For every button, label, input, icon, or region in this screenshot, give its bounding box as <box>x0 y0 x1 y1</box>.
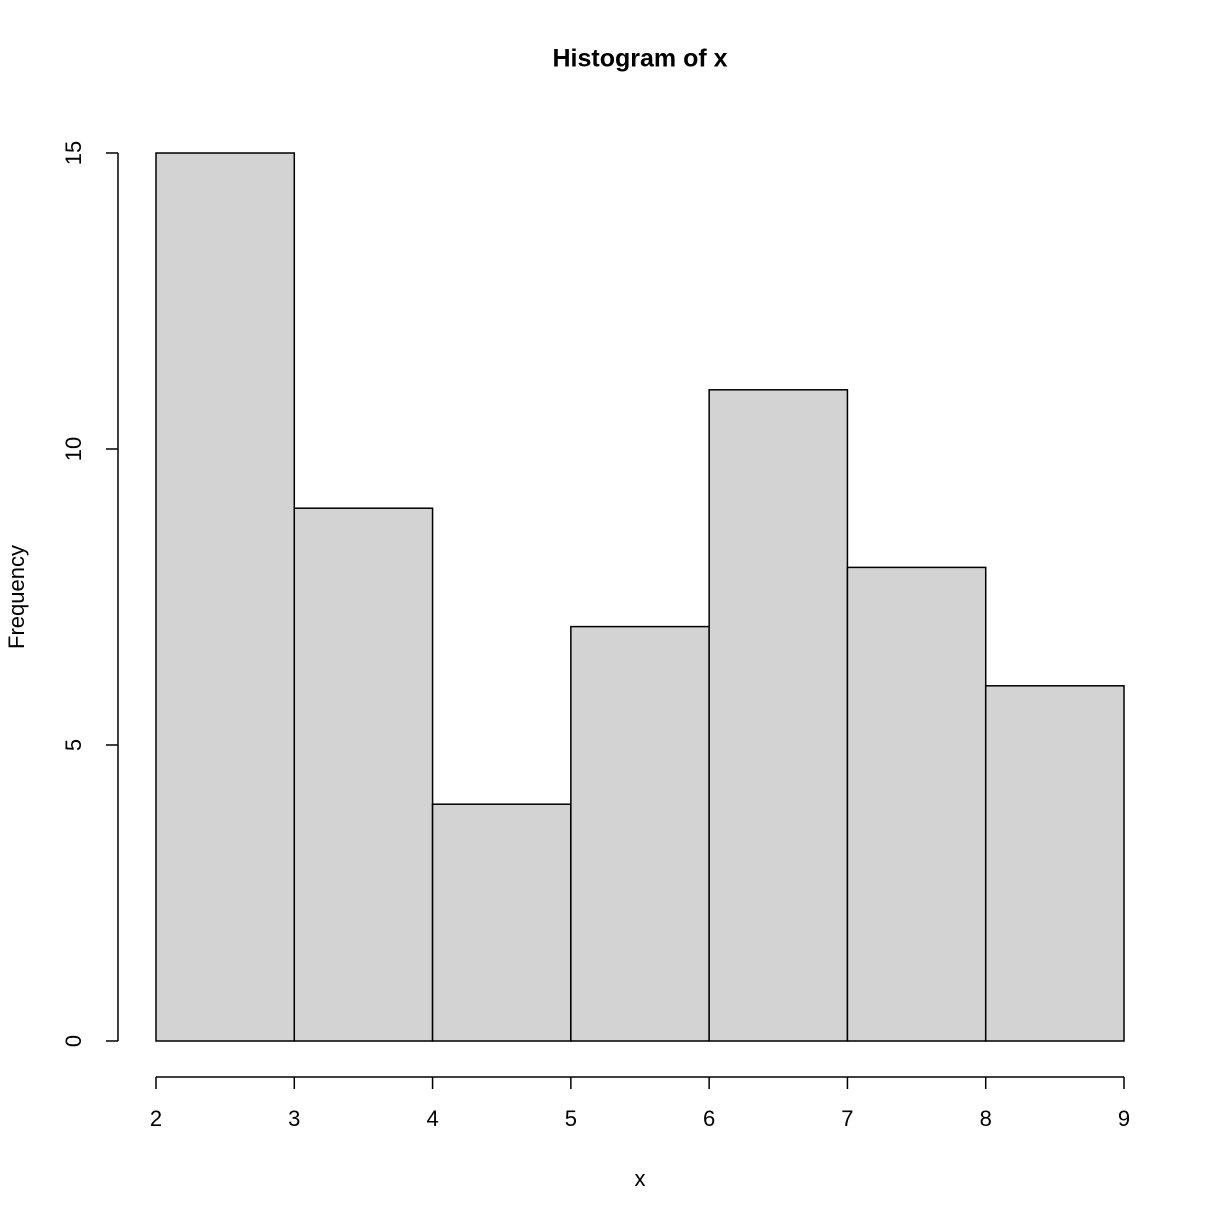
chart-title: Histogram of x <box>552 45 727 73</box>
bar <box>293 507 434 1042</box>
x-tick-label: 6 <box>703 1106 715 1131</box>
x-tick-label: 7 <box>841 1106 853 1131</box>
bar <box>846 566 987 1042</box>
x-axis-label: x <box>635 1166 646 1191</box>
bar <box>708 389 849 1042</box>
x-tick-label: 3 <box>288 1106 300 1131</box>
y-tick-label: 5 <box>61 739 86 751</box>
y-tick-label: 10 <box>61 437 86 461</box>
bar <box>155 152 296 1042</box>
bar <box>431 803 572 1042</box>
y-axis-label: Frequency <box>4 545 29 649</box>
x-tick-label: 9 <box>1118 1106 1130 1131</box>
bar <box>984 685 1125 1042</box>
x-tick-label: 8 <box>980 1106 992 1131</box>
x-tick-label: 4 <box>426 1106 438 1131</box>
x-tick-label: 5 <box>565 1106 577 1131</box>
x-tick-label: 2 <box>150 1106 162 1131</box>
y-tick-label: 0 <box>61 1035 86 1047</box>
bar <box>570 625 710 1042</box>
y-tick-label: 15 <box>61 141 86 165</box>
